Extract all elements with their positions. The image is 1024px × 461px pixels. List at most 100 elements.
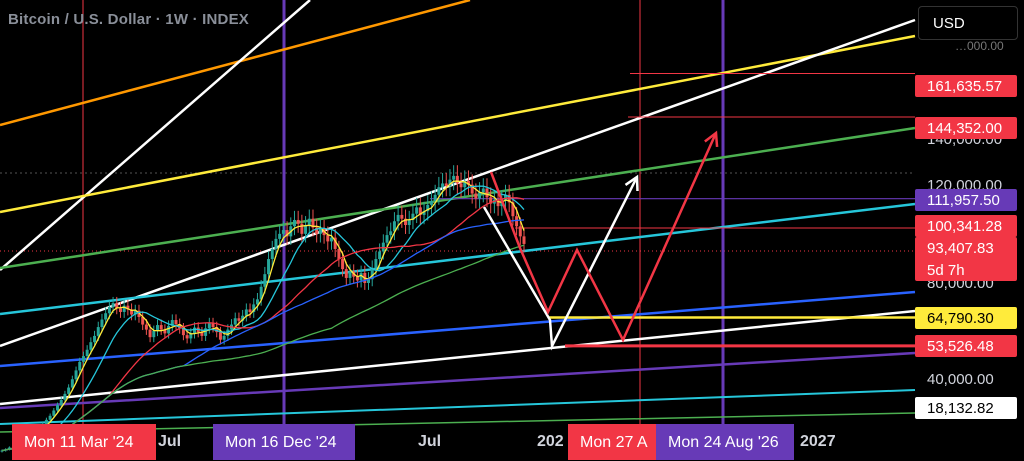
candle-body xyxy=(426,204,430,212)
candle-body xyxy=(400,214,404,219)
candle-body xyxy=(237,318,241,321)
trendline-cyan xyxy=(0,202,916,316)
candle-body xyxy=(193,327,197,334)
candle-body xyxy=(241,315,245,321)
candle-body xyxy=(0,450,4,452)
candle-body xyxy=(78,361,82,371)
candle-body xyxy=(152,330,156,338)
x-axis-tick: 202 xyxy=(537,433,564,450)
candle-body xyxy=(455,175,459,184)
price-label-text: 18,132.82 xyxy=(927,400,994,417)
x-marker-label: Mon 16 Dec '24 xyxy=(213,424,355,460)
candle-body xyxy=(315,227,319,234)
candle-body xyxy=(444,183,448,186)
price-label-14435200: 144,352.00 xyxy=(915,117,1017,139)
candle-body xyxy=(396,214,400,222)
candle-body xyxy=(252,304,256,312)
currency-button[interactable]: USD xyxy=(918,6,1018,40)
x-marker-text: Mon 27 A xyxy=(580,434,648,451)
price-label-10034128: 100,341.28 xyxy=(915,215,1017,237)
candle-body xyxy=(418,207,422,215)
candle-body xyxy=(333,237,337,249)
chart-title: Bitcoin / U.S. Dollar · 1W · INDEX xyxy=(8,11,249,28)
candle-body xyxy=(56,405,60,411)
candle-body xyxy=(89,342,93,350)
x-marker-text: Mon 11 Mar '24 xyxy=(24,434,134,451)
candle-body xyxy=(59,399,63,406)
candle-body xyxy=(189,333,193,339)
candle-body xyxy=(466,180,470,185)
candle-body xyxy=(144,324,148,330)
candle-body xyxy=(215,327,219,333)
candle-body xyxy=(318,228,322,234)
candle-body xyxy=(67,387,71,394)
candle-body xyxy=(307,218,311,226)
projection-path-white xyxy=(482,176,639,351)
trendline-white-lower xyxy=(0,309,916,406)
candle-body xyxy=(300,223,304,234)
candle-body xyxy=(74,370,78,380)
x-marker-text: Mon 24 Aug '26 xyxy=(668,434,779,451)
price-label-text: 144,352.00 xyxy=(927,120,1002,137)
x-marker-label: Mon 24 Aug '26 xyxy=(656,424,794,460)
candle-body xyxy=(233,318,237,325)
price-label-5352648: 53,526.48 xyxy=(915,335,1017,357)
candle-body xyxy=(441,183,445,188)
candle-body xyxy=(415,207,419,214)
x-axis-tick: 2027 xyxy=(800,433,836,450)
candle-body xyxy=(107,306,111,314)
candle-body xyxy=(378,251,382,260)
candle-body xyxy=(459,183,463,188)
candle-body xyxy=(518,226,522,237)
candle-body xyxy=(137,310,141,317)
price-label-text: 64,790.30 xyxy=(927,310,994,327)
candle-body xyxy=(507,194,511,203)
candle-body xyxy=(370,267,374,280)
candle-body xyxy=(503,194,507,200)
y-axis-tick: …000.00 xyxy=(955,39,1004,53)
candle-body xyxy=(44,419,48,425)
candle-body xyxy=(278,233,282,239)
candle-body xyxy=(348,271,352,278)
candle-body xyxy=(96,327,100,336)
candle-body xyxy=(174,320,178,325)
price-label-text: 53,526.48 xyxy=(927,338,994,355)
candle-body xyxy=(437,187,441,195)
candle-body xyxy=(448,179,452,186)
candle-body xyxy=(341,259,345,270)
price-label-16163557: 161,635.57 xyxy=(915,75,1017,97)
candle-body xyxy=(163,329,167,334)
candle-body xyxy=(463,180,467,188)
candle-body xyxy=(52,410,56,416)
candle-body xyxy=(170,320,174,326)
trendline-purple xyxy=(0,351,916,410)
moving-average-1 xyxy=(1,180,525,452)
candle-body xyxy=(411,213,415,220)
candle-body xyxy=(111,303,115,307)
candle-body xyxy=(130,309,134,315)
price-label-9340783: 93,407.83 5d 7h xyxy=(915,237,1017,281)
candle-body xyxy=(374,259,378,268)
price-label-1813282: 18,132.82 xyxy=(915,397,1017,419)
x-marker-label: Mon 11 Mar '24 xyxy=(12,424,156,460)
candle-body xyxy=(200,332,204,336)
candle-body xyxy=(7,447,11,450)
candle-body xyxy=(270,248,274,260)
candle-body xyxy=(274,238,278,249)
candle-body xyxy=(311,218,315,228)
candle-body xyxy=(244,309,248,316)
moving-average-2 xyxy=(1,185,525,452)
trendline-cyan-lower xyxy=(0,389,916,425)
candle-body xyxy=(326,235,330,242)
candle-body xyxy=(304,225,308,234)
price-label-text: 100,341.28 xyxy=(927,218,1002,235)
candle-body xyxy=(204,328,208,336)
candle-body xyxy=(104,313,108,320)
candle-body xyxy=(337,248,341,260)
candle-body xyxy=(389,231,393,236)
y-axis-tick: 40,000.00 xyxy=(927,371,994,388)
candle-body xyxy=(122,305,126,312)
moving-average-5 xyxy=(1,244,525,452)
